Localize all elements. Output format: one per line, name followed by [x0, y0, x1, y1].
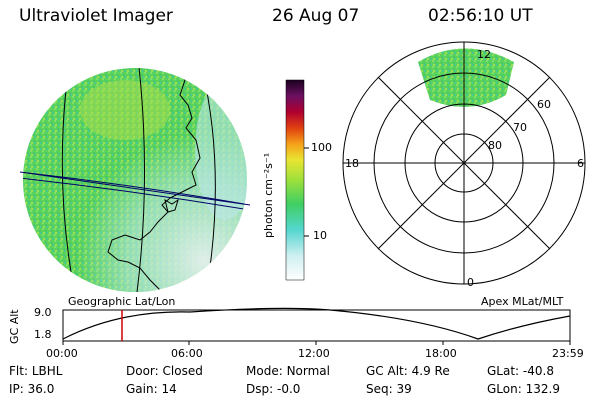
altitude-xtick: 06:00: [171, 347, 203, 360]
mlt-label-right: 6: [577, 157, 584, 170]
geographic-image: [23, 68, 247, 292]
status-field: Mode: Normal: [246, 364, 330, 378]
coastline: [107, 69, 201, 291]
time-label: 02:56:10 UT: [428, 6, 533, 26]
latitude-line-ext: [19, 171, 251, 206]
colorbar-tick-label: 100: [311, 141, 332, 154]
mlat-label: 80: [488, 139, 502, 152]
altitude-ytick: 9.0: [34, 306, 52, 319]
mlt-label-left: 18: [345, 157, 359, 170]
mlt-label-bottom: 0: [467, 276, 474, 289]
status-field: IP: 36.0: [9, 382, 55, 396]
latitude-line: [23, 171, 247, 206]
status-field: GLat: -40.8: [487, 364, 554, 378]
latitude-line: [23, 177, 247, 211]
mlt-label-top: 12: [477, 48, 491, 61]
status-field: GC Alt: 4.9 Re: [366, 364, 450, 378]
altitude-xtick: 12:00: [298, 347, 330, 360]
colorbar-tick-label: 10: [313, 229, 327, 242]
status-field: Gain: 14: [126, 382, 177, 396]
altitude-ytick: 1.8: [34, 328, 52, 341]
mlat-label: 60: [537, 98, 551, 111]
altitude-xtick: 23:59: [552, 347, 584, 360]
geographic-caption: Geographic Lat/Lon: [68, 295, 176, 308]
altitude-ylabel: GC Alt: [8, 309, 21, 344]
colorbar: [285, 79, 305, 281]
altitude-xtick: 00:00: [46, 347, 78, 360]
apex-caption: Apex MLat/MLT: [481, 295, 564, 308]
status-field: Door: Closed: [126, 364, 203, 378]
altitude-curve: [62, 307, 571, 340]
meridian-line: [135, 68, 146, 292]
status-field: Dsp: -0.0: [246, 382, 301, 396]
altitude-xtick: 18:00: [425, 347, 457, 360]
status-field: Seq: 39: [366, 382, 412, 396]
instrument-title: Ultraviolet Imager: [19, 6, 173, 26]
colorbar-unit-label: photon cm⁻²s⁻¹: [262, 152, 275, 238]
polar-grid: [342, 41, 586, 285]
polar-image: [418, 48, 514, 107]
date-label: 26 Aug 07: [272, 6, 360, 26]
status-field: GLon: 132.9: [487, 382, 560, 396]
status-field: Flt: LBHL: [9, 364, 63, 378]
mlat-label: 70: [513, 121, 527, 134]
coastline: [164, 198, 179, 213]
